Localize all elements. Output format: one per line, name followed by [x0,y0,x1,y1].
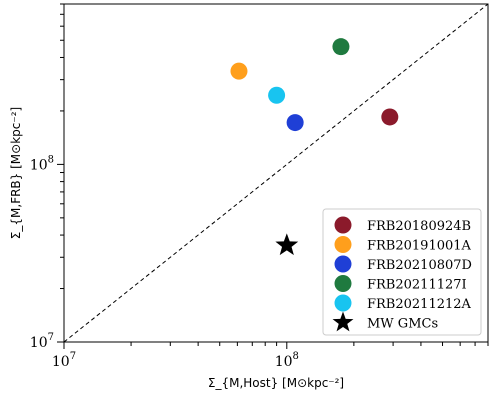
ticks-layer [57,3,489,349]
data-point [286,114,304,132]
legend-label: FRB20191001A [367,239,472,254]
legend-label: FRB20180924B [367,219,471,234]
legend-marker [334,236,352,253]
legend-box [322,208,482,336]
reference-line [63,3,489,343]
legend-marker-star [332,311,354,332]
legend-marker [334,275,352,292]
x-tick-base: 10 [52,354,70,370]
legend-marker [334,294,352,312]
y-tick-base: 10 [30,335,48,351]
y-tick-exponent: 7 [48,332,54,343]
data-point [268,86,286,104]
data-point-star [275,233,299,256]
legend-label: FRB20210807D [367,258,472,273]
x-tick-exponent: 8 [293,351,299,362]
x-tick-base: 10 [275,354,293,370]
data-point [381,108,399,126]
legend-marker [334,216,352,234]
points-layer [230,38,399,256]
x-tick-label: 108 [275,351,299,370]
x-axis-label: Σ_{M,Host} [M⊙kpc⁻²] [208,376,344,390]
y-axis-label: Σ_{M,FRB} [M⊙kpc⁻²] [9,107,23,239]
y-tick-exponent: 8 [48,154,54,165]
y-tick-base: 10 [30,157,48,173]
y-tick-label: 108 [30,154,54,173]
legend-marker [334,255,352,273]
legend-label: FRB20211127I [367,278,467,293]
y-tick-label: 107 [30,332,54,351]
legend: FRB20180924B FRB20191001A FRB20210807D FRB2… [322,208,482,336]
legend-label: FRB20211212A [367,297,472,312]
x-tick-label: 107 [52,351,76,370]
data-point [230,62,248,80]
x-tick-exponent: 7 [70,351,76,362]
plot-frame [63,3,489,343]
legend-label: MW GMCs [367,317,438,332]
data-point [332,38,350,56]
x-tick-labels: 107 108 [52,351,299,370]
